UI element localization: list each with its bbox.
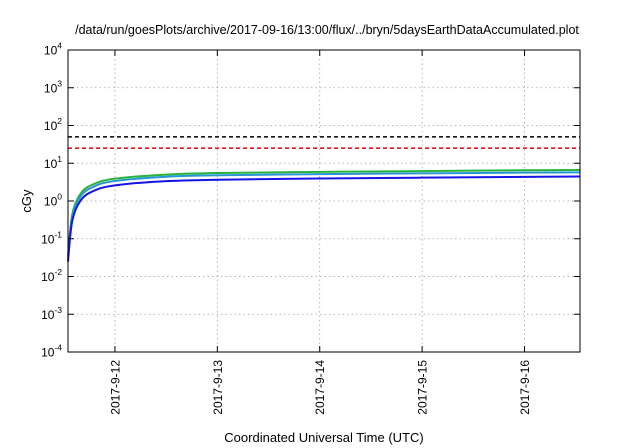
series-line bbox=[67, 169, 581, 257]
grid bbox=[68, 50, 580, 352]
y-tick-label: 103 bbox=[44, 78, 62, 95]
x-tick-label: 2017-9-12 bbox=[108, 360, 122, 415]
series-line bbox=[67, 175, 581, 262]
x-tick-label: 2017-9-15 bbox=[416, 360, 430, 415]
y-tick-exponent: -1 bbox=[54, 229, 62, 239]
x-tick-label: 2017-9-16 bbox=[518, 360, 532, 415]
y-tick-exponent: 2 bbox=[57, 116, 62, 126]
y-tick-label: 10-2 bbox=[41, 267, 62, 284]
y-tick-label: 10-1 bbox=[41, 229, 62, 246]
data-series bbox=[67, 169, 581, 262]
y-tick-label: 104 bbox=[44, 41, 62, 58]
y-tick-exponent: 3 bbox=[57, 78, 62, 88]
threshold-lines bbox=[68, 136, 580, 150]
y-tick-label: 10-3 bbox=[41, 305, 62, 322]
y-tick-exponent: 1 bbox=[57, 154, 62, 164]
series-line bbox=[67, 171, 581, 259]
chart-title: /data/run/goesPlots/archive/2017-09-16/1… bbox=[75, 23, 579, 37]
y-tick-label: 102 bbox=[44, 116, 62, 133]
x-tick-label: 2017-9-14 bbox=[313, 360, 327, 415]
y-tick-exponent: -4 bbox=[54, 343, 62, 353]
y-tick-exponent: -2 bbox=[54, 267, 62, 277]
x-axis-label: Coordinated Universal Time (UTC) bbox=[224, 430, 423, 445]
y-tick-exponent: 0 bbox=[57, 192, 62, 202]
y-axis-label: cGy bbox=[19, 189, 34, 213]
y-tick-label: 101 bbox=[44, 154, 62, 171]
x-tick-label: 2017-9-13 bbox=[211, 360, 225, 415]
y-tick-label: 100 bbox=[44, 192, 62, 209]
x-axis: 2017-9-12 2017-9-13 2017-9-14 2017-9-15 2017… bbox=[108, 50, 532, 415]
y-tick-label: 10-4 bbox=[41, 343, 62, 360]
y-tick-exponent: 4 bbox=[57, 41, 62, 51]
y-tick-exponent: -3 bbox=[54, 305, 62, 315]
